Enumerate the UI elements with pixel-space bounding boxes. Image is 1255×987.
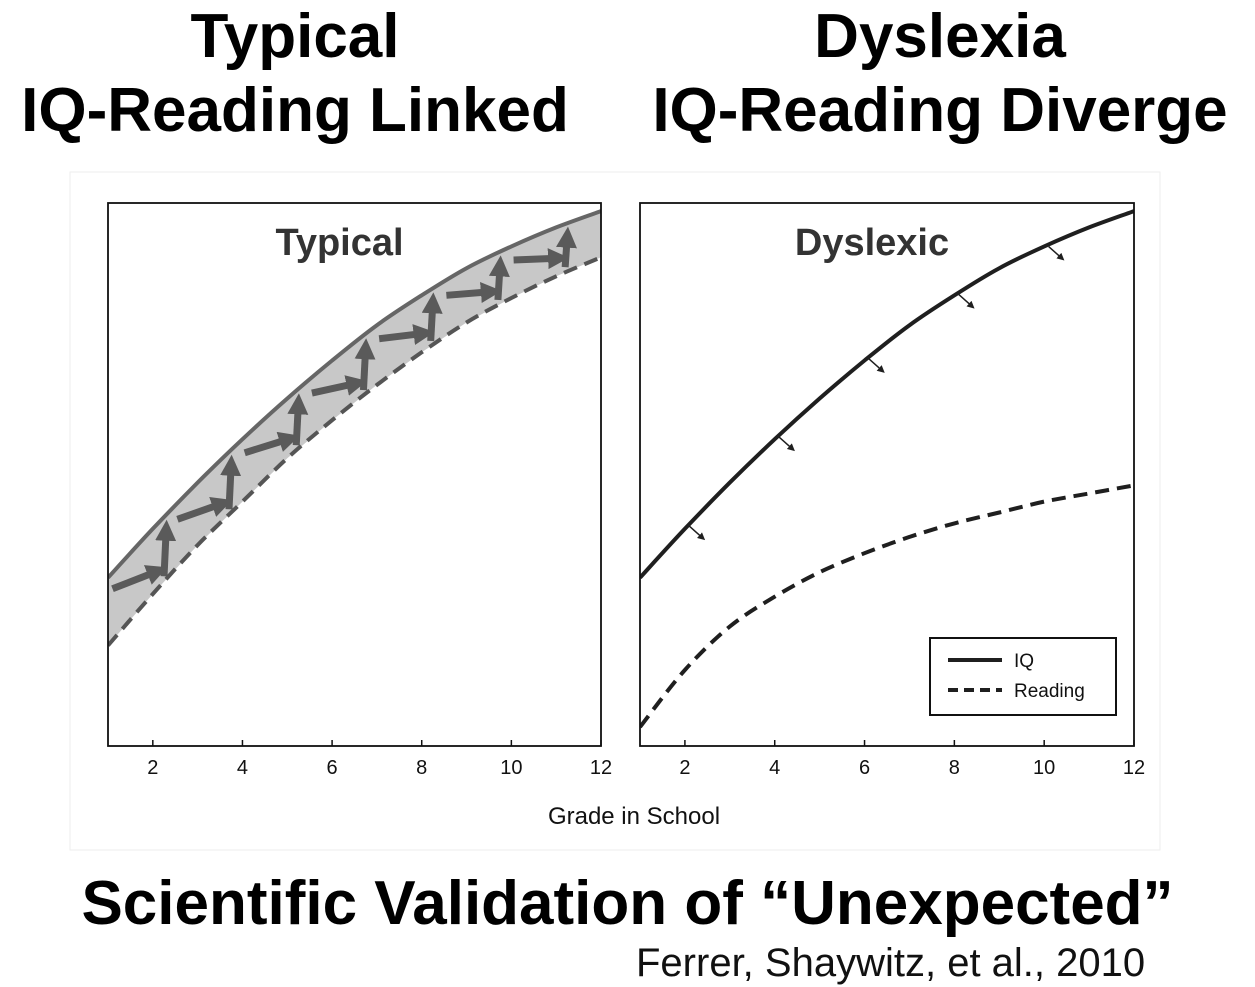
- iq-small-arrow: [688, 525, 706, 541]
- series-reading-line: [640, 483, 1134, 729]
- x-tick-label: 2: [147, 757, 158, 779]
- band-arrow-across: [446, 282, 502, 303]
- x-tick-label: 4: [769, 757, 780, 779]
- x-tick-label: 4: [237, 757, 248, 779]
- iq-small-arrow: [1048, 245, 1065, 261]
- series-iq-line: [640, 209, 1134, 580]
- band-arrow-up: [488, 255, 510, 301]
- iq-small-arrow: [778, 436, 795, 452]
- band-arrow-across: [243, 431, 300, 457]
- x-tick-label: 12: [1123, 757, 1145, 779]
- legend-entry: IQ: [1014, 651, 1034, 672]
- left-heading: Typical IQ-Reading Linked: [0, 0, 590, 148]
- x-tick-label: 2: [679, 757, 690, 779]
- iq-small-arrow: [958, 294, 975, 309]
- plot-frame: [639, 202, 1135, 747]
- x-tick-label: 10: [1033, 757, 1055, 779]
- footer-title: Scientific Validation of “Unexpected”: [81, 869, 1174, 938]
- legend-entry: Reading: [1014, 681, 1085, 702]
- band-arrow-across: [513, 248, 570, 270]
- right-heading-line1: Dyslexia: [814, 2, 1066, 71]
- x-axis-label: Grade in School: [548, 803, 720, 830]
- band-arrow-up: [421, 292, 443, 342]
- citation: Ferrer, Shaywitz, et al., 2010: [636, 941, 1146, 985]
- left-heading-line1: Typical: [190, 2, 400, 71]
- band-arrow-up: [220, 454, 242, 510]
- panel-title: Typical: [275, 222, 403, 264]
- band-arrow-up: [556, 226, 577, 268]
- x-tick-label: 12: [590, 757, 612, 779]
- legend: IQ Reading: [929, 637, 1117, 716]
- x-tick-label: 8: [416, 757, 427, 779]
- band-arrow-up: [354, 338, 376, 391]
- panel-typical: 2 4 6 8 10 12 Typical: [107, 202, 612, 779]
- x-tick-label: 6: [327, 757, 338, 779]
- right-heading: Dyslexia IQ-Reading Diverge: [620, 0, 1255, 148]
- right-heading-line2: IQ-Reading Diverge: [652, 76, 1228, 145]
- iq-small-arrow: [868, 358, 885, 373]
- band-arrow-across: [378, 324, 435, 345]
- plot-frame: [107, 202, 602, 747]
- band-arrow-across: [111, 565, 168, 593]
- panel-title: Dyslexic: [795, 222, 949, 264]
- x-tick-label: 6: [859, 757, 870, 779]
- x-tick-label: 8: [949, 757, 960, 779]
- series-iq-line: [108, 209, 601, 580]
- band-arrow-across: [176, 497, 233, 523]
- figure-background: [69, 171, 1161, 851]
- left-heading-line2: IQ-Reading Linked: [21, 76, 569, 145]
- band-arrow-across: [311, 375, 368, 397]
- band-arrow-up: [155, 519, 177, 577]
- band-arrow-up: [287, 393, 309, 446]
- panel-dyslexic: 2 4 6 8 10 12 Dyslexic IQ Reading: [639, 202, 1145, 779]
- x-tick-label: 10: [500, 757, 522, 779]
- series-reading-line: [108, 255, 601, 647]
